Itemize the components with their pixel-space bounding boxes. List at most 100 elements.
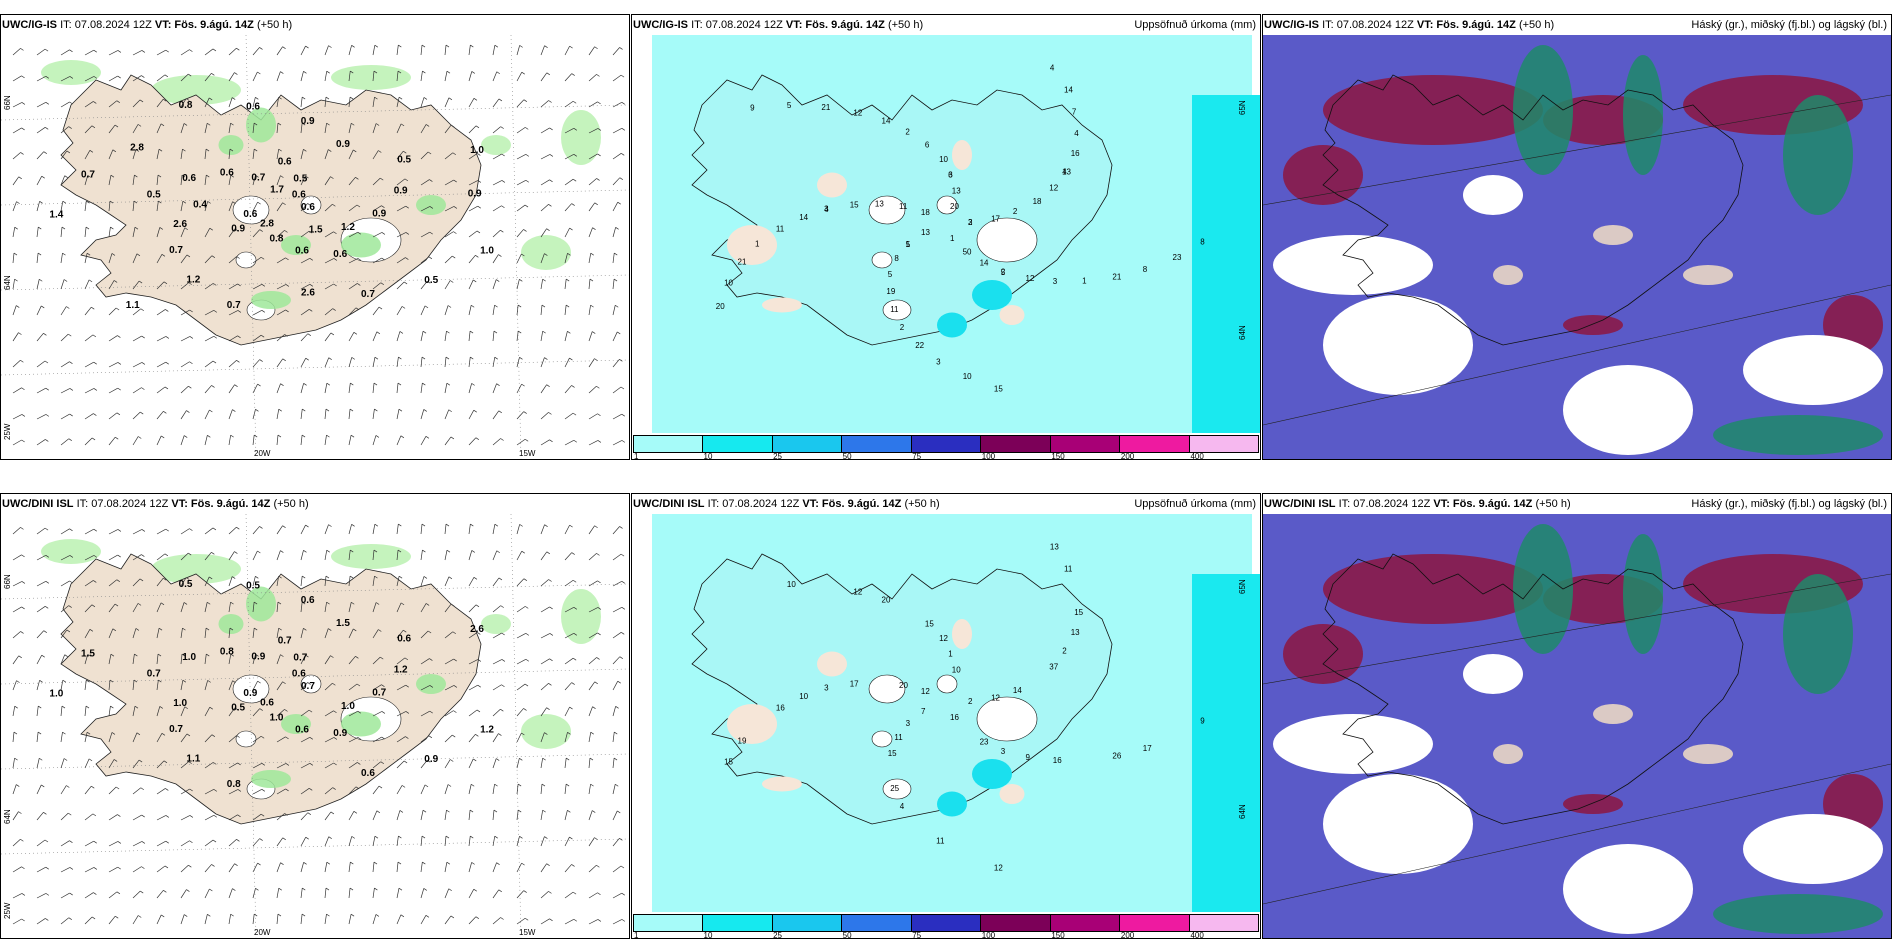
precip-value-label: 1.0 [49,689,63,700]
panel-title: UWC/DINI ISL IT: 07.08.2024 12Z VT: Fös.… [1,494,629,514]
precip-value-label: 12 [939,634,948,643]
precip-value-label: 2.6 [470,624,484,635]
colorbar-tick-label: 150 [1051,931,1065,939]
precip-value-label: 21 [1112,273,1121,282]
map-svg[interactable]: 0.60.90.60.60.50.50.70.81.00.60.50.60.60… [1,35,629,459]
precip-value-label: 0.5 [397,155,411,166]
map-area[interactable]: 2 1 3 5 3 4 2 12 8 10 4 1 11 2 5 6 3 11 4 3 5 8 13 13 14 15 12 11 14… [632,35,1260,459]
precip-value-label: 0.5 [179,579,193,590]
precip-value-label: 0.7 [293,652,307,663]
precip-value-label: 0.6 [220,168,234,179]
precip-value-label: 12 [994,864,1003,873]
colorbar-swatch [1120,436,1190,452]
precip-value-label: 19 [738,736,747,745]
precip-value-label: 1.2 [341,222,355,233]
valid-time: Fös. 9.ágú. 14Z [805,19,885,31]
precip-value-label: 5 [1001,268,1006,277]
precip-value-label: 3 [824,684,829,693]
precip-value-label: 0.8 [227,779,241,790]
precip-value-label: 1.5 [336,618,350,629]
colorbar-tick-label: 10 [703,452,713,460]
panel-title: UWC/DINI ISL IT: 07.08.2024 12Z VT: Fös.… [1263,494,1891,514]
precip-value-label: 2.6 [173,219,187,230]
precip-value-label: 2 [905,128,910,137]
precip-value-label: 0.7 [147,669,161,680]
precip-value-label: 8 [894,254,899,263]
precip-value-label: 0.9 [394,185,408,196]
colorbar-swatches [633,914,1259,932]
precip-value-label: 0.6 [295,724,309,735]
map-area[interactable] [1263,514,1891,938]
lat-label-64n: 64N [3,809,12,824]
model-name: UWC/IG-IS [633,19,688,31]
model-name: UWC/DINI ISL [1264,498,1336,510]
precip-value-label: 1.0 [270,713,284,724]
precip-value-label: 12 [1026,274,1035,283]
precip-value-label: 1 [948,650,953,659]
precip-value-label: 0.6 [361,768,375,779]
lat-label-65n: 65N [1238,579,1247,594]
precip-value-label: 14 [980,259,989,268]
precip-value-label: 21 [738,257,747,266]
colorbar-swatch [703,915,773,931]
precip-value-label: 9 [1200,716,1205,725]
colorbar-swatch [634,915,704,931]
precip-value-label: 13 [1062,167,1071,176]
precip-value-label: 18 [921,208,930,217]
lead-time: (+50 h) [1518,19,1555,31]
precip-value-label: 1.2 [186,274,200,285]
precip-value-label: 1 [755,239,760,248]
map-svg[interactable]: 2135342128104111256311435813131415121114… [632,35,1260,459]
precip-value-label: 4 [1074,129,1079,138]
panel-bottom-precip: UWC/DINI ISL IT: 07.08.2024 12Z VT: Fös.… [631,493,1261,939]
map-svg[interactable] [1263,35,1891,459]
colorbar: 1 10 25 50 75 100 150 200 400 [632,433,1260,459]
precip-value-label: 19 [886,287,895,296]
lat-label-66n: 66N [3,574,12,589]
precip-value-label: 0.9 [468,189,482,200]
precip-value-label: 17 [1143,744,1152,753]
precip-value-label: 1.2 [394,664,408,675]
lon-label-25w: 25W [3,902,12,919]
map-svg[interactable]: 2313324121715131620141515161615111097102… [632,514,1260,938]
colorbar-tick-label: 400 [1190,452,1204,460]
lead-time: (+50 h) [256,19,293,31]
precip-value-label: 20 [899,681,908,690]
precip-value-label: 0.7 [372,688,386,699]
precip-value-label: 0.9 [424,754,438,765]
precip-value-label: 10 [939,155,948,164]
precip-value-label: 0.5 [231,702,245,713]
colorbar-swatch [1120,915,1190,931]
precip-value-label: 13 [875,200,884,209]
colorbar-labels: 1 10 25 50 75 100 150 200 400 [633,452,1259,460]
panel-top-precip: UWC/IG-IS IT: 07.08.2024 12Z VT: Fös. 9.… [631,14,1261,460]
precip-value-label: 1.4 [49,210,63,221]
model-name: UWC/DINI ISL [633,498,705,510]
map-area[interactable]: 0.7 0.5 0.7 0.9 0.7 0.6 0.8 0.5 1.2 0.9 0.7 0.6 1.0 1… [1,514,629,938]
map-svg[interactable] [1263,514,1891,938]
panel-field-title: Uppsöfnuð úrkoma (mm) [1134,19,1256,31]
map-svg[interactable]: 0.7 0.5 0.7 0.9 0.7 0.6 0.8 0.5 1.2 0.9 0.7 0.6 1.0 1… [1,514,629,938]
precip-value-label: 0.6 [397,634,411,645]
map-area[interactable]: 0.6 0.9 0.6 0.6 0.5 0.5 0.7 0.8 1.0 0.6 0.5 0.6 0.6 0… [1,35,629,459]
precip-value-label: 9 [750,103,755,112]
colorbar: 1 10 25 50 75 100 150 200 400 [632,912,1260,938]
map-area[interactable]: 2 3 1 3 3 2 4 12 17 15 13 16 20 14 15 15 16 16 15 11 10 9 7 10 2… [632,514,1260,938]
precip-value-label: 6 [925,141,930,150]
valid-label: VT: [1433,498,1450,510]
precip-value-label: 0.6 [246,102,260,113]
precip-value-label: 0.7 [169,245,183,256]
precip-value-label: 3 [1053,277,1058,286]
precip-value-label: 1 [950,234,955,243]
map-area[interactable] [1263,35,1891,459]
precip-value-label: 25 [890,784,899,793]
colorbar-tick-label: 1 [634,931,639,939]
precip-value-label: 0.7 [81,170,95,181]
precip-value-label: 0.4 [193,200,207,211]
precip-value-label: 0.9 [336,139,350,150]
precip-value-label: 14 [1064,85,1073,94]
colorbar-swatches [633,435,1259,453]
precip-value-label: 1.0 [480,246,494,257]
valid-label: VT: [171,498,188,510]
precip-value-label: 10 [963,372,972,381]
